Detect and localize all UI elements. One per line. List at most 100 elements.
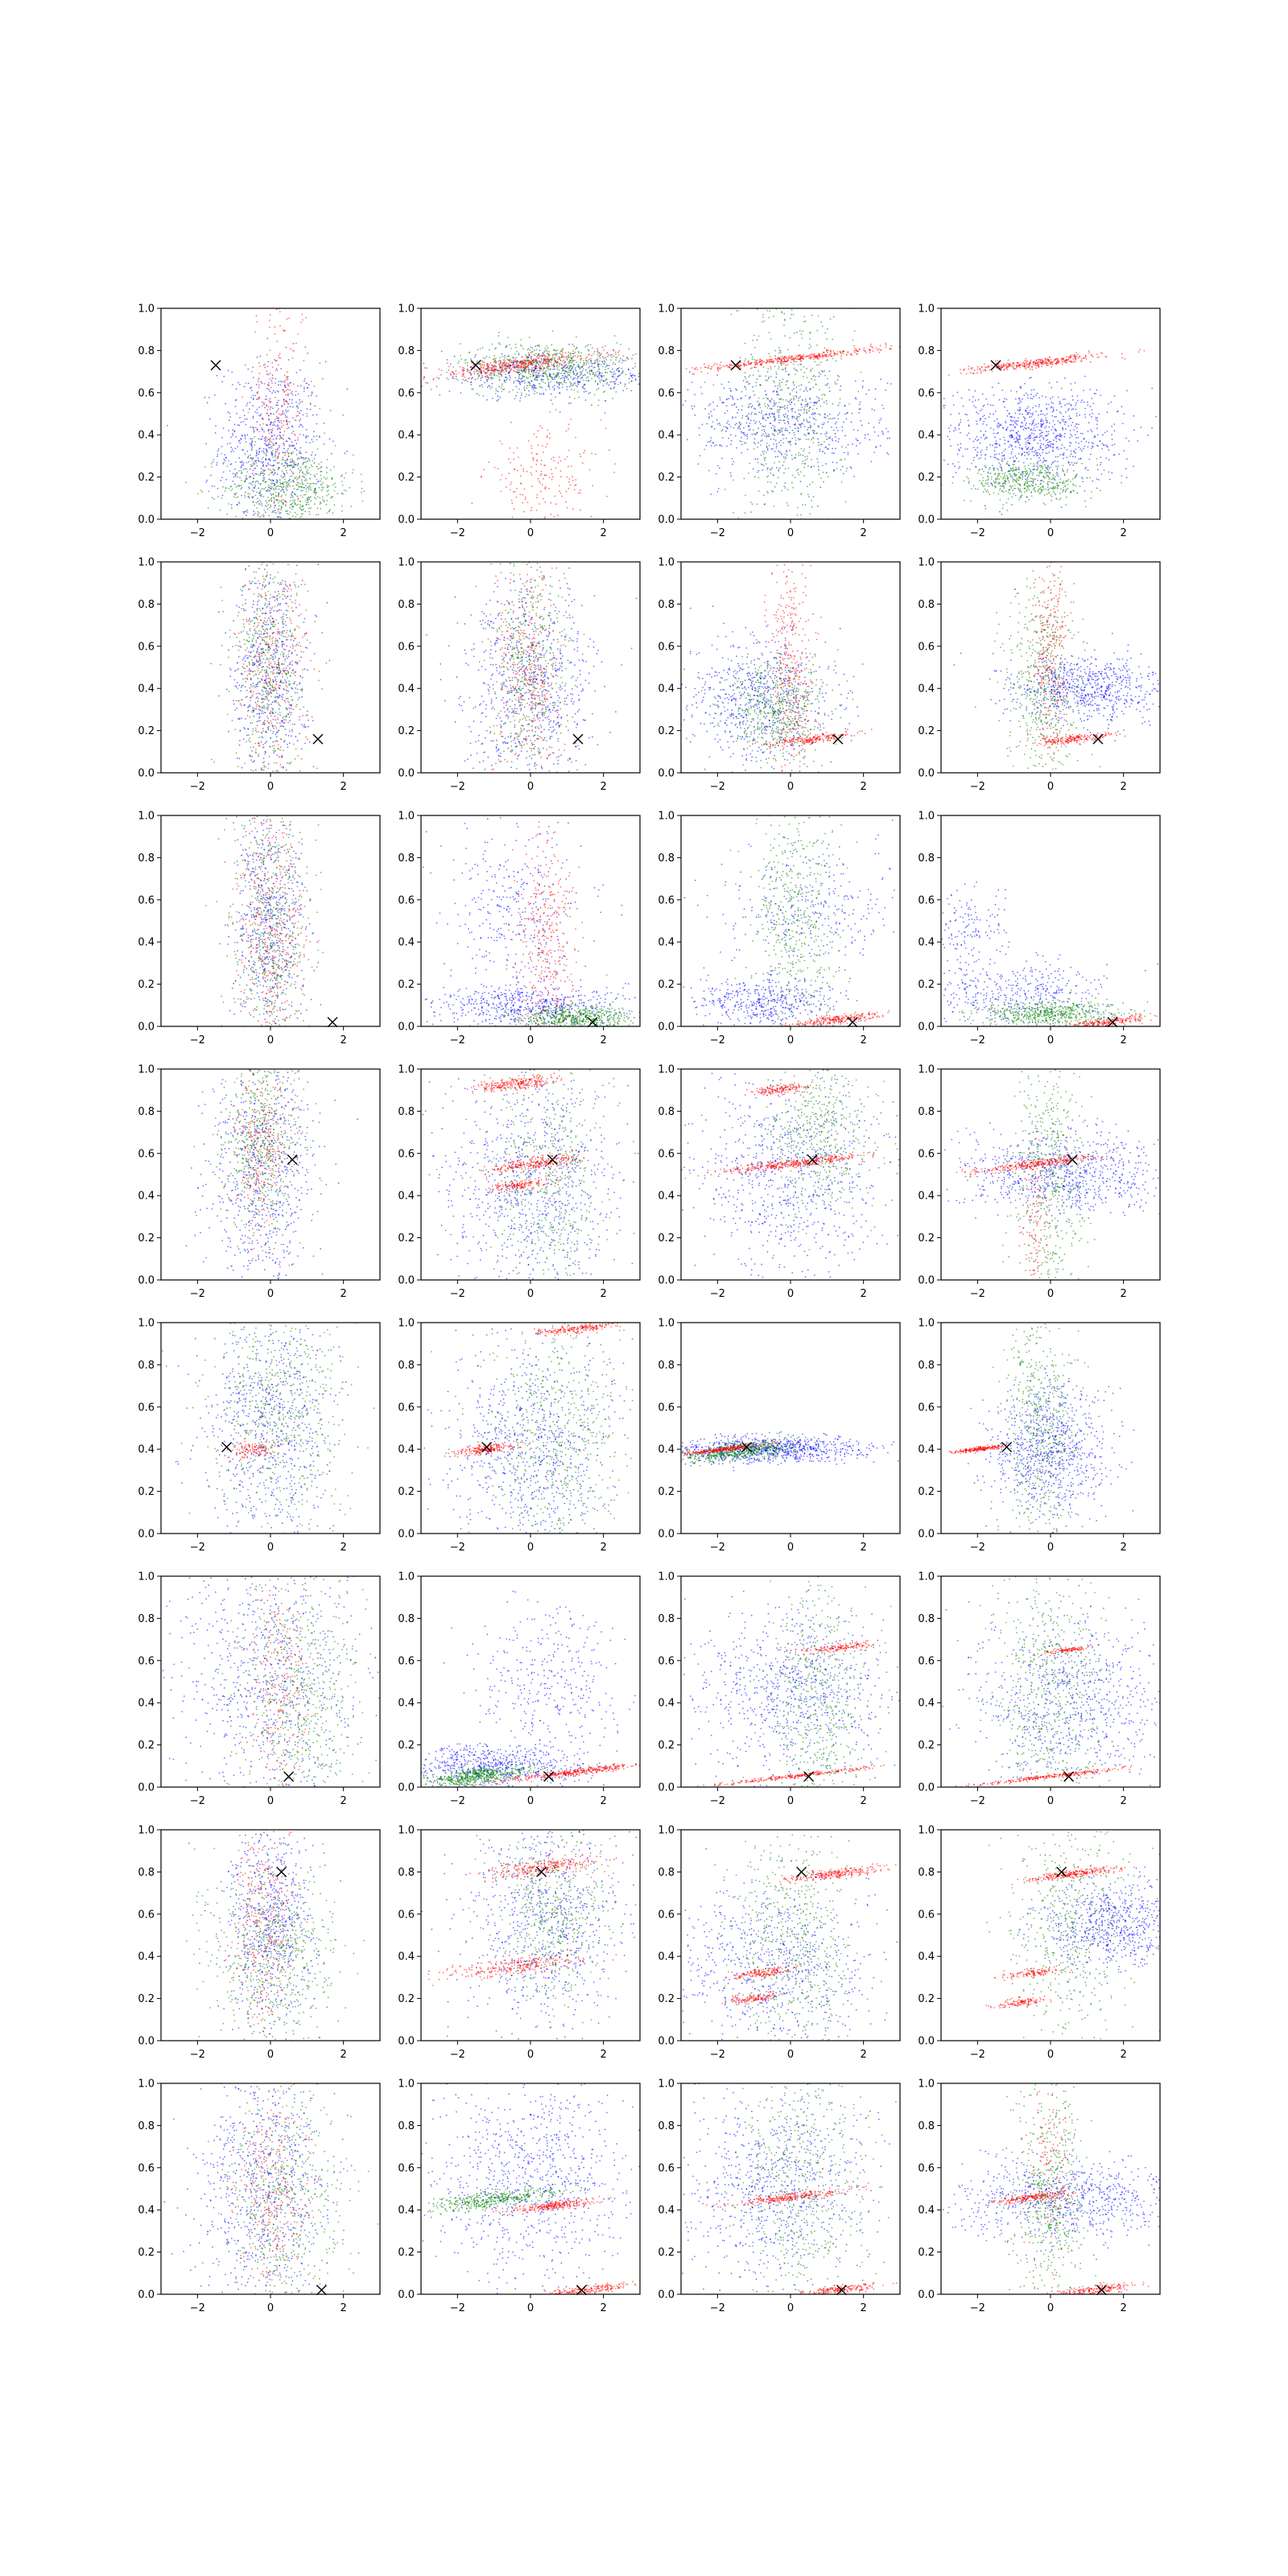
data-point — [598, 371, 601, 373]
data-point — [539, 369, 540, 372]
data-point — [806, 368, 808, 369]
data-point — [787, 418, 790, 420]
data-point — [729, 387, 731, 390]
data-point — [808, 410, 810, 412]
data-point — [631, 377, 634, 379]
data-point — [634, 362, 637, 365]
data-point — [244, 452, 246, 455]
data-point — [575, 374, 577, 377]
data-point — [608, 384, 610, 386]
data-point — [588, 369, 591, 371]
panel-r1-c2: −2 0 20.00.20.40.60.81.0 — [398, 303, 644, 539]
data-point — [241, 448, 243, 451]
data-point — [774, 385, 776, 387]
data-point — [208, 418, 211, 420]
data-point — [818, 473, 820, 476]
data-point — [846, 468, 848, 469]
data-point — [784, 357, 786, 358]
data-point — [270, 440, 271, 442]
data-point — [252, 501, 254, 502]
data-point — [730, 475, 733, 477]
data-point — [469, 369, 471, 372]
data-point — [597, 357, 599, 360]
data-point — [786, 405, 789, 407]
data-point — [747, 360, 749, 362]
data-point — [620, 344, 621, 345]
data-point — [226, 465, 229, 467]
data-point — [292, 479, 295, 481]
data-point — [341, 485, 344, 486]
data-point — [520, 344, 522, 346]
data-point — [499, 364, 502, 365]
data-point — [731, 404, 733, 407]
data-point — [303, 477, 306, 478]
data-point — [624, 383, 626, 386]
data-point — [285, 416, 287, 418]
data-point — [580, 456, 582, 457]
data-point — [766, 442, 768, 444]
data-point — [273, 444, 275, 446]
data-point — [509, 378, 511, 381]
data-point — [815, 357, 817, 358]
data-point — [780, 358, 782, 360]
data-point — [872, 350, 874, 352]
data-point — [789, 426, 791, 428]
data-point — [572, 378, 575, 379]
data-point — [825, 355, 828, 357]
data-point — [227, 411, 229, 413]
data-point — [284, 460, 286, 462]
data-point — [299, 410, 302, 412]
data-point — [538, 354, 540, 357]
data-point — [489, 388, 492, 390]
data-point — [574, 355, 576, 357]
data-point — [291, 394, 294, 396]
data-point — [520, 369, 522, 371]
data-point — [278, 516, 280, 518]
data-point — [642, 393, 644, 394]
data-point — [233, 431, 236, 433]
data-point — [484, 382, 486, 384]
data-point — [452, 366, 455, 368]
data-point — [875, 347, 877, 349]
data-point — [256, 320, 258, 323]
data-point — [506, 345, 508, 347]
data-point — [805, 400, 807, 402]
data-point — [561, 383, 564, 386]
data-point — [559, 392, 561, 394]
data-point — [568, 367, 570, 369]
data-point — [197, 493, 199, 495]
data-point — [774, 462, 775, 464]
data-point — [295, 372, 298, 374]
data-point — [868, 349, 870, 350]
data-point — [597, 375, 599, 377]
data-point — [778, 429, 780, 431]
data-point — [539, 386, 542, 388]
data-point — [799, 439, 800, 440]
data-point — [791, 454, 793, 456]
data-point — [799, 426, 802, 428]
data-point — [518, 388, 520, 390]
data-point — [233, 423, 236, 426]
data-point — [325, 503, 328, 506]
data-point — [350, 506, 353, 508]
data-point — [343, 489, 345, 491]
data-point — [806, 409, 808, 411]
data-point — [806, 419, 807, 420]
data-point — [485, 371, 487, 374]
data-point — [289, 406, 291, 407]
data-point — [575, 366, 576, 369]
data-point — [333, 504, 336, 506]
data-point — [281, 437, 283, 440]
data-point — [313, 385, 316, 387]
data-point — [548, 386, 551, 388]
data-point — [580, 357, 582, 360]
data-point — [784, 368, 786, 370]
data-point — [612, 368, 613, 370]
data-point — [1026, 477, 1029, 478]
data-point — [735, 423, 737, 424]
data-point — [741, 436, 742, 439]
data-point — [789, 399, 791, 402]
data-point — [586, 356, 588, 358]
data-point — [788, 442, 791, 444]
data-point — [748, 403, 750, 406]
